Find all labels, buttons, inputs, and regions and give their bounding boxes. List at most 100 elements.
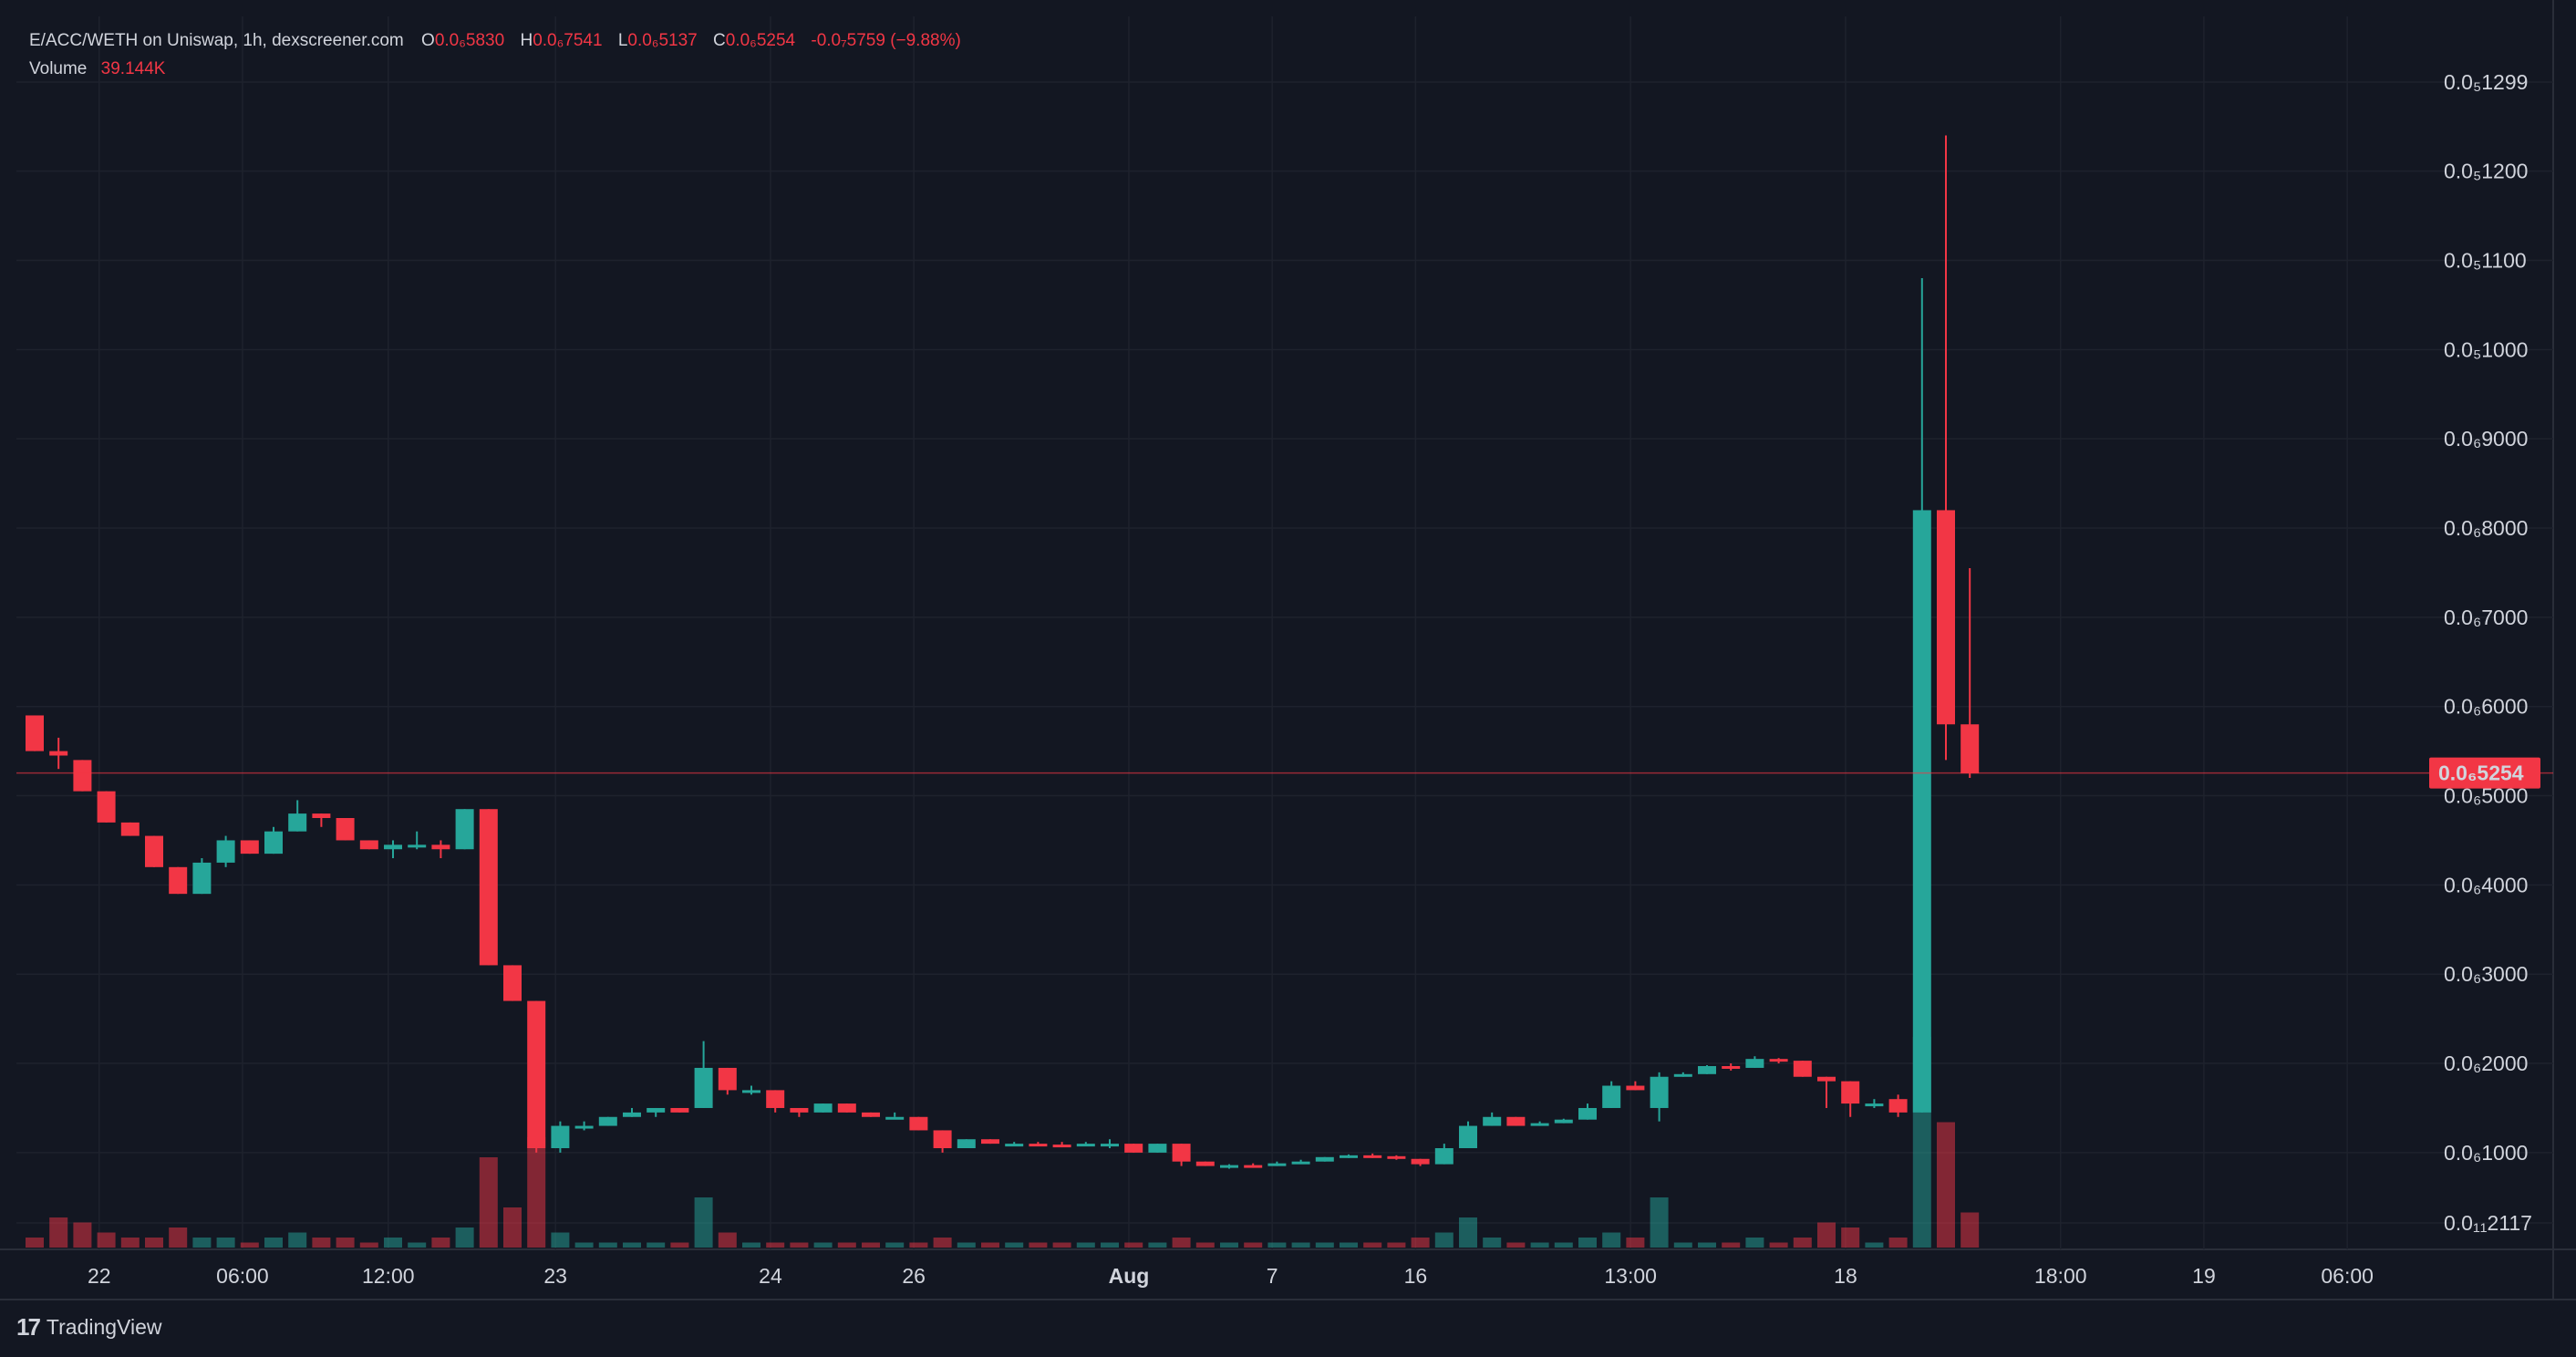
candle-body[interactable] [359,840,378,850]
time-axis[interactable]: 22 06:00 12:00 23 24 26 Aug 7 16 13:00 18 18:00 19 06… [88,1264,2374,1288]
candle-body[interactable] [1602,1085,1621,1108]
candle-body[interactable] [1220,1165,1238,1168]
volume-bar [145,1238,163,1248]
candle-body[interactable] [145,835,163,867]
candle-body[interactable] [384,844,402,850]
candle-body[interactable] [1865,1103,1884,1107]
candle-body[interactable] [1530,1123,1549,1126]
candle-body[interactable] [1387,1155,1406,1159]
candle-body[interactable] [647,1107,666,1113]
candle-body[interactable] [1124,1144,1143,1153]
candle-body[interactable] [1769,1059,1788,1062]
candle-body[interactable] [240,840,259,855]
candle-body[interactable] [813,1103,833,1113]
candle-body[interactable] [981,1139,999,1145]
candle-body[interactable] [1052,1145,1071,1148]
y-tick-label: 0.0₅1299 [2444,70,2528,94]
candle-body[interactable] [1076,1144,1095,1147]
volume-bar [503,1207,522,1248]
candle-body[interactable] [192,862,212,895]
candle-body[interactable] [312,813,331,818]
candle-body[interactable] [1793,1061,1812,1077]
candle-body[interactable] [957,1139,976,1149]
candle-body[interactable] [1888,1099,1908,1113]
grid-lines [0,0,2576,1300]
volume-bar [1722,1242,1741,1248]
candle-body[interactable] [1578,1107,1597,1120]
candle-body[interactable] [97,791,116,823]
candle-body[interactable] [1722,1065,1741,1069]
candle-body[interactable] [1506,1116,1526,1126]
candle-body[interactable] [598,1116,617,1126]
candle-body[interactable] [1698,1065,1716,1074]
candle-body[interactable] [503,965,522,1001]
candle-body[interactable] [1745,1059,1764,1068]
candle-body[interactable] [1005,1144,1024,1147]
candle-body[interactable] [1148,1144,1167,1153]
candle-body[interactable] [336,817,355,841]
candle-body[interactable] [1960,724,1980,774]
candle-body[interactable] [1650,1076,1669,1108]
candle-body[interactable] [1195,1161,1215,1166]
candle-body[interactable] [1315,1156,1334,1162]
volume-bar [192,1238,212,1248]
candle-body[interactable] [1912,510,1931,1113]
candle-body[interactable] [766,1090,785,1108]
candle-body[interactable] [909,1116,928,1131]
candle-body[interactable] [1172,1144,1191,1162]
volume-label: Volume [29,59,87,78]
candle-body[interactable] [264,831,283,855]
candle-body[interactable] [455,809,474,850]
candle-body[interactable] [1483,1116,1502,1126]
candle-body[interactable] [288,813,307,832]
candle-body[interactable] [1363,1155,1382,1158]
candle-body[interactable] [1411,1158,1430,1165]
candle-body[interactable] [1101,1144,1119,1147]
candle-body[interactable] [73,760,92,792]
candle-body[interactable] [527,1000,546,1149]
current-price-badge [2429,757,2540,789]
candle-body[interactable] [718,1067,737,1091]
candle-body[interactable] [1841,1081,1860,1104]
candle-body[interactable] [1626,1085,1645,1091]
candle-body[interactable] [694,1067,713,1108]
candle-body[interactable] [479,809,498,966]
candle-body[interactable] [26,715,44,751]
candle-body[interactable] [790,1107,809,1113]
x-tick-label: 06:00 [216,1264,269,1288]
x-tick-label: 18 [1834,1264,1857,1288]
volume-bar [1459,1217,1477,1248]
candle-body[interactable] [169,866,188,895]
price-axis[interactable]: 0.0₁₁2117 0.0₆1000 0.0₆2000 0.0₆3000 0.0₆400… [2429,70,2540,1235]
candle-body[interactable] [623,1112,641,1117]
candle-body[interactable] [670,1107,689,1113]
candle-body[interactable] [551,1125,570,1149]
change-value: -0.0₇5759 (−9.88%) [811,31,960,50]
candle-body[interactable] [120,822,140,836]
candle-body[interactable] [1673,1073,1692,1077]
candle-body[interactable] [1817,1076,1836,1082]
candle-body[interactable] [1434,1148,1454,1165]
candle-body[interactable] [49,751,68,756]
candle-body[interactable] [862,1112,880,1117]
candle-body[interactable] [574,1125,594,1129]
tradingview-logo-icon: 17 [16,1313,41,1341]
candle-body[interactable] [1459,1125,1477,1149]
candle-body[interactable] [1244,1165,1263,1168]
candle-body[interactable] [1029,1144,1048,1147]
candle-body[interactable] [742,1090,760,1093]
candle-body[interactable] [1340,1155,1358,1158]
candle-body[interactable] [1267,1163,1287,1166]
candle-body[interactable] [431,844,450,850]
volume-bar [336,1238,355,1248]
candle-body[interactable] [1937,510,1955,725]
candle-body[interactable] [1554,1119,1573,1124]
tradingview-brand[interactable]: 17 TradingView [16,1313,162,1341]
candle-body[interactable] [216,840,235,863]
candle-body[interactable] [933,1130,952,1149]
candle-body[interactable] [885,1116,905,1120]
candle-body[interactable] [408,844,427,848]
candle-body[interactable] [837,1103,856,1113]
candle-body[interactable] [1291,1161,1310,1165]
